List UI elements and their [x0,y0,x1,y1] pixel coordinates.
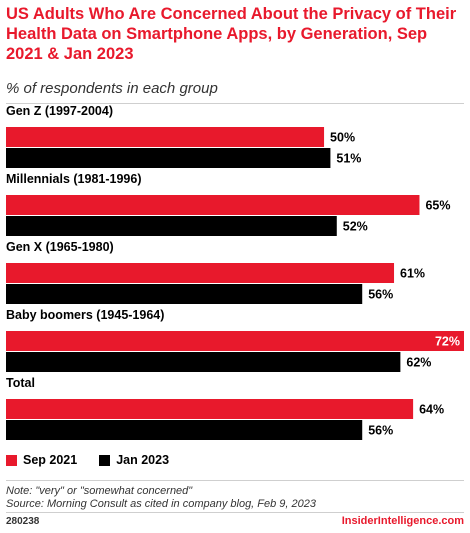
legend-item-jan-2023: Jan 2023 [99,453,169,467]
footer-divider [6,512,464,513]
note-text: Note: "very" or "somewhat concerned" [6,485,193,497]
category-label: Millennials (1981-1996) [6,172,141,186]
legend: Sep 2021 Jan 2023 [6,453,169,467]
category-label: Gen Z (1997-2004) [6,104,113,118]
data-label: 62% [406,356,431,370]
chart-id: 280238 [6,516,40,527]
category-label: Baby boomers (1945-1964) [6,308,164,322]
bar [6,195,420,215]
top-divider [6,103,464,104]
bar [6,263,395,283]
bar [6,127,325,147]
legend-swatch-red [6,454,17,466]
notes: Note: "very" or "somewhat concerned" Sou… [6,485,316,511]
bar [6,331,464,351]
bar [6,399,414,419]
data-label: 64% [419,403,444,417]
bar [6,420,363,440]
brand-logo-text: InsiderIntelligence.com [341,515,464,527]
legend-label: Jan 2023 [116,453,170,467]
category-label: Total [6,376,35,390]
bar [6,352,401,372]
category-label: Gen X (1965-1980) [6,240,114,254]
bar [6,216,337,236]
data-label: 72% [435,335,460,349]
bar-chart: Gen Z (1997-2004) 50% 51% Millennials (1981… [6,104,464,440]
legend-label: Sep 2021 [23,453,78,467]
data-label: 56% [368,424,393,438]
data-label: 56% [368,288,393,302]
legend-swatch-black [99,454,111,466]
data-label: 65% [425,199,450,213]
legend-item-sep-2021: Sep 2021 [6,453,77,467]
data-label: 52% [343,220,368,234]
chart-subtitle: % of respondents in each group [6,80,218,97]
bar [6,148,331,168]
bottom-divider [6,480,464,481]
source-text: Source: Morning Consult as cited in comp… [6,498,317,510]
bar [6,284,363,304]
data-label: 50% [330,131,355,145]
data-label: 61% [400,267,425,281]
chart-title: US Adults Who Are Concerned About the Pr… [6,5,457,63]
data-label: 51% [336,152,361,166]
